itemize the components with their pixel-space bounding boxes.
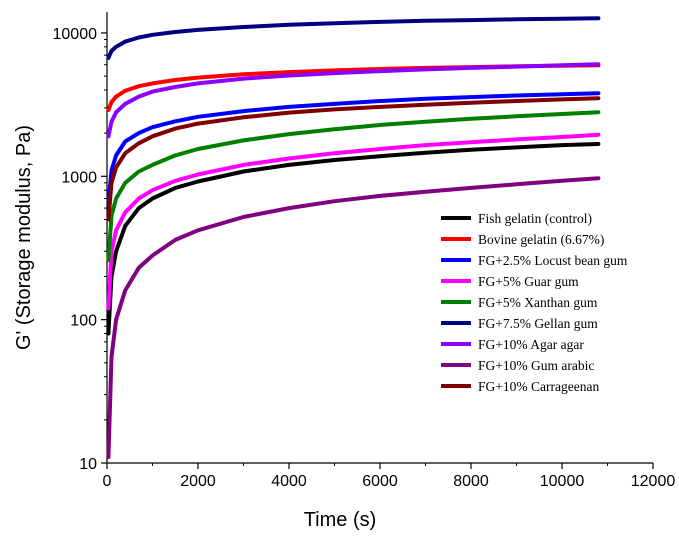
legend-label: FG+10% Carrageenan xyxy=(478,379,599,394)
y-tick-label: 1000 xyxy=(61,169,97,186)
series-line-4 xyxy=(106,132,601,311)
x-tick-label: 4000 xyxy=(271,473,307,490)
legend-label: Fish gelatin (control) xyxy=(478,211,592,226)
legend-label: FG+5% Xanthan gum xyxy=(478,295,598,310)
legend: Fish gelatin (control) Bovine gelatin (6.… xyxy=(441,211,628,394)
x-tick-label: 8000 xyxy=(453,473,489,490)
y-tick-label: 10000 xyxy=(53,26,98,43)
series-line-8 xyxy=(106,176,601,460)
series-line-6 xyxy=(106,16,601,60)
x-axis-title: Time (s) xyxy=(304,509,377,531)
x-tick-label: 12000 xyxy=(631,473,676,490)
x-tick-label: 6000 xyxy=(362,473,398,490)
series-line-1 xyxy=(106,142,601,336)
x-tick-label: 2000 xyxy=(180,473,216,490)
axes: 0 2000 4000 6000 8000 10000 12000 10 100 1000 1000… xyxy=(53,12,676,490)
x-tick-label: 10000 xyxy=(540,473,585,490)
series-line-3 xyxy=(106,91,601,206)
legend-label: FG+2.5% Locust bean gum xyxy=(478,253,628,268)
series-line-7 xyxy=(106,62,601,139)
y-tick-label: 100 xyxy=(70,313,97,330)
x-tick-label: 0 xyxy=(103,473,112,490)
legend-label: FG+10% Gum arabic xyxy=(478,358,594,373)
legend-label: FG+7.5% Gellan gum xyxy=(478,316,598,331)
series-line-5 xyxy=(106,110,601,263)
legend-label: Bovine gelatin (6.67%) xyxy=(478,232,604,247)
series-layer xyxy=(106,16,601,460)
legend-label: FG+5% Guar gum xyxy=(478,274,579,289)
series-line-9 xyxy=(106,96,601,222)
y-tick-label: 10 xyxy=(79,456,97,473)
legend-label: FG+10% Agar agar xyxy=(478,337,584,352)
y-axis-title: G' (Storage modulus, Pa) xyxy=(13,125,35,350)
